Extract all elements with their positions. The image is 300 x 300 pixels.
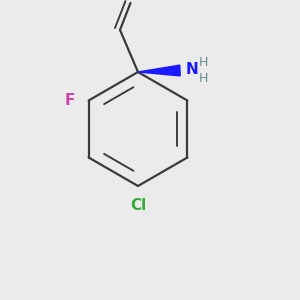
Text: H: H	[199, 71, 208, 85]
Text: N: N	[185, 62, 198, 77]
Text: Cl: Cl	[130, 198, 146, 213]
Polygon shape	[138, 65, 180, 76]
Text: F: F	[65, 93, 75, 108]
Text: H: H	[199, 56, 208, 70]
